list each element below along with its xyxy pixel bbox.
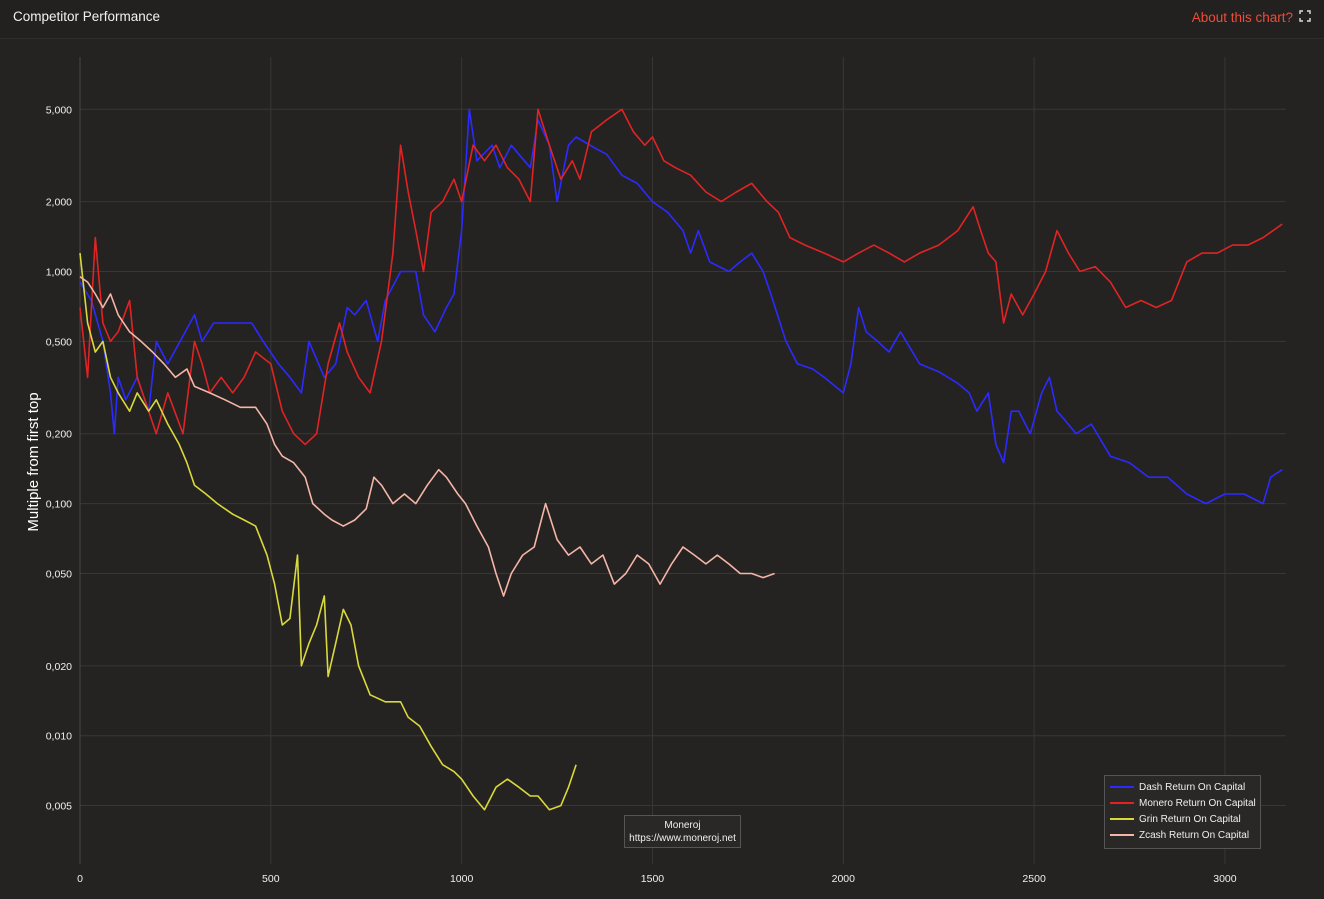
watermark-url: https://www.moneroj.net bbox=[629, 833, 736, 844]
series-line-zcash bbox=[79, 276, 775, 597]
y-tick-label: 0,200 bbox=[46, 429, 72, 441]
legend-item[interactable]: Monero Return On Capital bbox=[1110, 795, 1260, 811]
x-tick-label: 3000 bbox=[1213, 873, 1237, 885]
watermark: Moneroj https://www.moneroj.net bbox=[624, 815, 741, 848]
y-tick-label: 2,000 bbox=[46, 197, 72, 209]
x-tick-label: 1000 bbox=[450, 873, 474, 885]
y-tick-label: 0,500 bbox=[46, 336, 72, 348]
x-tick-label: 2500 bbox=[1022, 873, 1046, 885]
y-axis-ticks: 0,005 0,010 0,020 0,050 0,100 0,200 0,500 1,000… bbox=[46, 104, 72, 812]
y-tick-label: 5,000 bbox=[46, 104, 72, 116]
chart-grid bbox=[79, 57, 1286, 864]
y-tick-label: 1,000 bbox=[46, 267, 72, 279]
about-chart-link[interactable]: About this chart? bbox=[1191, 10, 1293, 25]
y-axis-label: Multiple from first top bbox=[25, 392, 42, 531]
expand-icon[interactable] bbox=[1299, 10, 1311, 22]
y-tick-label: 0,020 bbox=[46, 661, 72, 673]
legend-item[interactable]: Grin Return On Capital bbox=[1110, 811, 1260, 827]
x-tick-label: 500 bbox=[262, 873, 280, 885]
chart-legend: Dash Return On Capital Monero Return On C… bbox=[1104, 775, 1261, 849]
watermark-name: Moneroj bbox=[664, 820, 701, 831]
series-line-monero bbox=[79, 108, 1283, 446]
legend-item[interactable]: Zcash Return On Capital bbox=[1110, 827, 1260, 843]
x-tick-label: 2000 bbox=[832, 873, 856, 885]
legend-swatch bbox=[1110, 834, 1134, 836]
legend-label: Grin Return On Capital bbox=[1139, 813, 1241, 825]
chart-title: Competitor Performance bbox=[13, 9, 161, 24]
chart-series bbox=[79, 108, 1283, 811]
chart-header: Competitor Performance About this chart? bbox=[0, 0, 1324, 39]
chart-area: 0,005 0,010 0,020 0,050 0,100 0,200 0,500 1,000… bbox=[25, 57, 1286, 885]
y-tick-label: 0,005 bbox=[46, 801, 72, 813]
series-line-dash bbox=[79, 108, 1283, 505]
legend-swatch bbox=[1110, 818, 1134, 820]
x-tick-label: 0 bbox=[77, 873, 83, 885]
legend-label: Monero Return On Capital bbox=[1139, 797, 1256, 809]
legend-swatch bbox=[1110, 786, 1134, 788]
legend-swatch bbox=[1110, 802, 1134, 804]
x-axis-ticks: 0 500 1000 1500 2000 2500 3000 bbox=[77, 873, 1237, 885]
y-tick-label: 0,100 bbox=[46, 499, 72, 511]
x-tick-label: 1500 bbox=[641, 873, 665, 885]
y-tick-label: 0,010 bbox=[46, 731, 72, 743]
legend-label: Zcash Return On Capital bbox=[1139, 829, 1250, 841]
legend-label: Dash Return On Capital bbox=[1139, 781, 1246, 793]
series-line-grin bbox=[79, 253, 577, 811]
y-tick-label: 0,050 bbox=[46, 568, 72, 580]
legend-item[interactable]: Dash Return On Capital bbox=[1110, 779, 1260, 795]
